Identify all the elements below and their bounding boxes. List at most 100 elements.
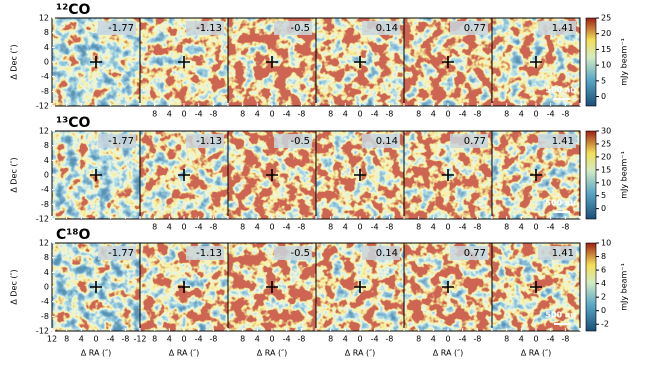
- center-marker: [178, 169, 190, 181]
- x-tick-label: 0: [357, 223, 362, 232]
- y-tick-label: -4: [41, 72, 49, 81]
- channel-label: -1.77: [108, 136, 134, 147]
- colorbar-tick-label: 15: [601, 165, 611, 174]
- x-tick-label: 4: [255, 335, 260, 344]
- y-tick-label: -8: [41, 312, 49, 321]
- x-tick-label: 0: [181, 335, 186, 344]
- x-tick-label: 0: [445, 110, 450, 119]
- x-tick-label: 4: [167, 335, 172, 344]
- channel-label: -1.13: [196, 136, 222, 147]
- x-tick-label: -4: [371, 223, 379, 232]
- center-marker: [442, 169, 454, 181]
- channel-label-box: [186, 134, 224, 148]
- x-tick-label: 0: [181, 223, 186, 232]
- channel-label-box: [98, 134, 136, 148]
- x-tick-label: 4: [255, 110, 260, 119]
- x-tick-label: 0: [445, 335, 450, 344]
- channel-label-box: [274, 246, 312, 260]
- channel-label: 0.77: [464, 136, 486, 147]
- x-tick-label: -4: [195, 110, 203, 119]
- channel-label-box: [362, 134, 400, 148]
- channel-label: -1.13: [196, 248, 222, 259]
- colorbar-tick-label: 10: [601, 239, 611, 248]
- center-marker: [178, 56, 190, 68]
- x-tick-label: -4: [459, 223, 467, 232]
- x-tick-label: 0: [93, 335, 98, 344]
- colorbar-tick-label: 6: [601, 266, 606, 275]
- x-tick-label: 8: [328, 110, 333, 119]
- y-tick-label: 0: [44, 58, 49, 67]
- y-tick-label: -8: [41, 200, 49, 209]
- center-marker: [266, 56, 278, 68]
- center-marker: [354, 169, 366, 181]
- colorbar-label: mJy beam⁻¹: [620, 38, 629, 86]
- x-tick-label: 8: [504, 110, 509, 119]
- x-tick-label: 0: [533, 110, 538, 119]
- x-tick-label: -8: [297, 110, 305, 119]
- y-tick-label: -12: [36, 102, 49, 111]
- channel-label: -1.77: [108, 23, 134, 34]
- channel-label-box: [98, 21, 136, 35]
- x-tick-label: -4: [283, 223, 291, 232]
- channel-label-box: [538, 21, 576, 35]
- center-marker: [530, 56, 542, 68]
- x-axis-label: Δ RA (″): [433, 349, 464, 358]
- channel-label-box: [362, 21, 400, 35]
- colorbar-tick-label: 10: [601, 178, 611, 187]
- x-tick-label: 4: [167, 110, 172, 119]
- center-marker: [442, 56, 454, 68]
- x-tick-label: -4: [459, 110, 467, 119]
- x-axis-label: Δ RA (″): [521, 349, 552, 358]
- x-tick-label: 4: [79, 335, 84, 344]
- x-tick-label: -8: [473, 223, 481, 232]
- x-tick-label: 8: [152, 335, 157, 344]
- channel-label: 0.14: [376, 23, 398, 34]
- x-tick-label: 8: [504, 335, 509, 344]
- x-tick-label: -8: [385, 110, 393, 119]
- row-title: ¹³CO: [56, 115, 91, 131]
- y-tick-label: 8: [44, 253, 49, 262]
- y-tick-label: 0: [44, 283, 49, 292]
- x-tick-label: -8: [209, 110, 217, 119]
- channel-label: -1.77: [108, 248, 134, 259]
- channel-label-box: [538, 246, 576, 260]
- channel-label: 1.41: [552, 23, 574, 34]
- x-axis-label: Δ RA (″): [169, 349, 200, 358]
- x-tick-label: -4: [371, 335, 379, 344]
- x-tick-label: -8: [209, 223, 217, 232]
- channel-label-box: [186, 21, 224, 35]
- x-tick-label: 8: [240, 223, 245, 232]
- center-marker: [354, 281, 366, 293]
- x-tick-label: -8: [297, 223, 305, 232]
- y-tick-label: 0: [44, 171, 49, 180]
- channel-label: 0.77: [464, 23, 486, 34]
- x-tick-label: 4: [431, 223, 436, 232]
- channel-label-box: [450, 246, 488, 260]
- x-tick-label: 8: [328, 223, 333, 232]
- colorbar-label: mJy beam⁻¹: [620, 263, 629, 311]
- x-tick-label: -4: [195, 335, 203, 344]
- colorbar-tick-label: -2: [601, 320, 609, 329]
- channel-label: -0.5: [290, 248, 310, 259]
- x-tick-label: 8: [152, 223, 157, 232]
- x-tick-label: 4: [343, 110, 348, 119]
- x-tick-label: 8: [416, 223, 421, 232]
- y-axis-label: Δ Dec (″): [10, 157, 19, 192]
- y-tick-label: 12: [39, 239, 49, 248]
- x-tick-label: -8: [385, 335, 393, 344]
- x-tick-label: -8: [209, 335, 217, 344]
- x-tick-label: 4: [519, 335, 524, 344]
- x-tick-label: 4: [431, 335, 436, 344]
- scale-bar-label: 500 au: [545, 86, 576, 95]
- y-tick-label: 8: [44, 28, 49, 37]
- x-tick-label: -8: [473, 110, 481, 119]
- x-tick-label: -8: [473, 335, 481, 344]
- x-tick-label: 4: [343, 223, 348, 232]
- x-tick-label: 8: [416, 110, 421, 119]
- channel-label: 0.77: [464, 248, 486, 259]
- x-tick-label: -8: [297, 335, 305, 344]
- scale-bar-label: 500 au: [545, 311, 576, 320]
- y-tick-label: 12: [39, 127, 49, 136]
- channel-label: 0.14: [376, 248, 398, 259]
- channel-label: 1.41: [552, 248, 574, 259]
